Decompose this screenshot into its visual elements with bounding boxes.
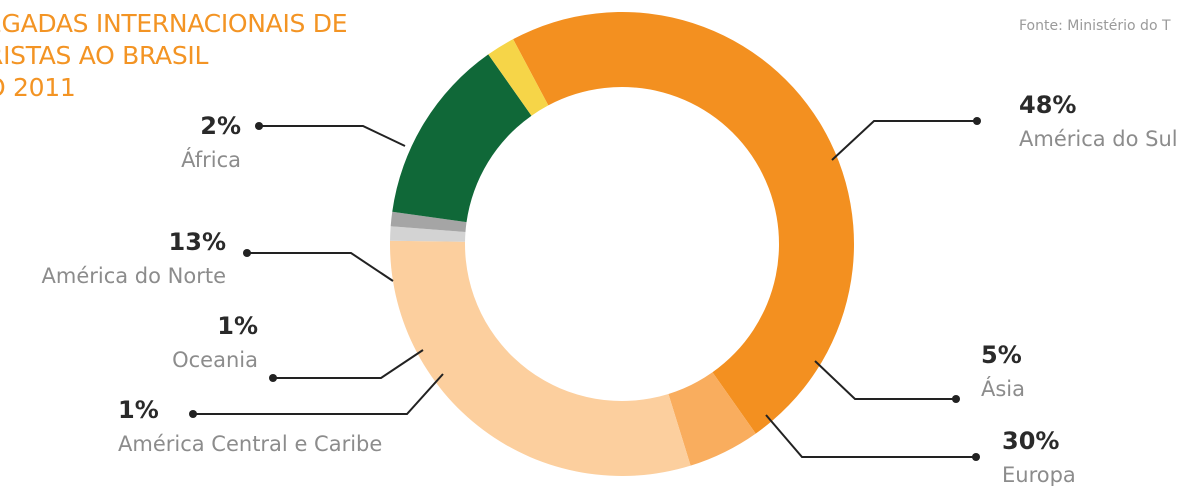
slice-america-do-norte	[392, 54, 532, 223]
value-label-africa: 2%	[200, 112, 241, 140]
value-label-america-do-sul: 48%	[1019, 91, 1076, 119]
leader-dot-asia	[952, 395, 960, 403]
category-label-africa: África	[181, 147, 241, 172]
value-label-america-central-e-caribe: 1%	[118, 396, 159, 424]
value-label-europa: 30%	[1002, 427, 1059, 455]
leader-dot-oceania	[269, 374, 277, 382]
slice-america-do-sul	[513, 11, 854, 434]
category-label-asia: Ásia	[981, 376, 1025, 401]
chart-title-line-2: RISTAS AO BRASIL	[0, 41, 209, 70]
leader-line-europa	[765, 414, 976, 458]
leader-line-oceania	[273, 349, 424, 379]
category-label-america-do-norte: América do Norte	[42, 264, 227, 288]
leader-line-america-do-sul	[831, 120, 977, 161]
chart-title: EGADAS INTERNACIONAIS DE RISTAS AO BRASI…	[0, 8, 348, 104]
category-label-europa: Europa	[1002, 463, 1076, 486]
slice-africa	[488, 39, 549, 116]
value-label-asia: 5%	[981, 341, 1022, 369]
leader-line-america-central-e-caribe	[193, 373, 444, 415]
slice-america-central-e-caribe	[390, 226, 466, 242]
slice-oceania	[390, 211, 467, 232]
leader-line-africa	[259, 125, 406, 147]
leader-line-asia	[814, 360, 956, 400]
leader-dot-america-do-norte	[243, 249, 251, 257]
leader-dot-america-do-sul	[973, 117, 981, 125]
leader-dot-europa	[972, 453, 980, 461]
category-label-america-do-sul: América do Sul	[1019, 127, 1178, 151]
source-note: Fonte: Ministério do T	[1019, 18, 1171, 34]
leader-lines	[189, 117, 981, 461]
category-label-america-central-e-caribe: América Central e Caribe	[118, 432, 382, 456]
value-label-america-do-norte: 13%	[169, 228, 226, 256]
slice-labels: 48% América do Sul 5% Ásia 30% Europa 1% Améric…	[42, 91, 1178, 486]
chart-title-line-3: O 2011	[0, 73, 76, 102]
category-label-oceania: Oceania	[172, 348, 258, 372]
chart-title-line-1: EGADAS INTERNACIONAIS DE	[0, 9, 348, 38]
slice-europa	[390, 240, 691, 476]
leader-line-america-do-norte	[247, 252, 394, 282]
leader-dot-africa	[255, 122, 263, 130]
leader-dot-america-central-e-caribe	[189, 410, 197, 418]
donut-slices	[390, 11, 854, 476]
value-label-oceania: 1%	[217, 312, 258, 340]
slice-asia	[668, 372, 756, 466]
